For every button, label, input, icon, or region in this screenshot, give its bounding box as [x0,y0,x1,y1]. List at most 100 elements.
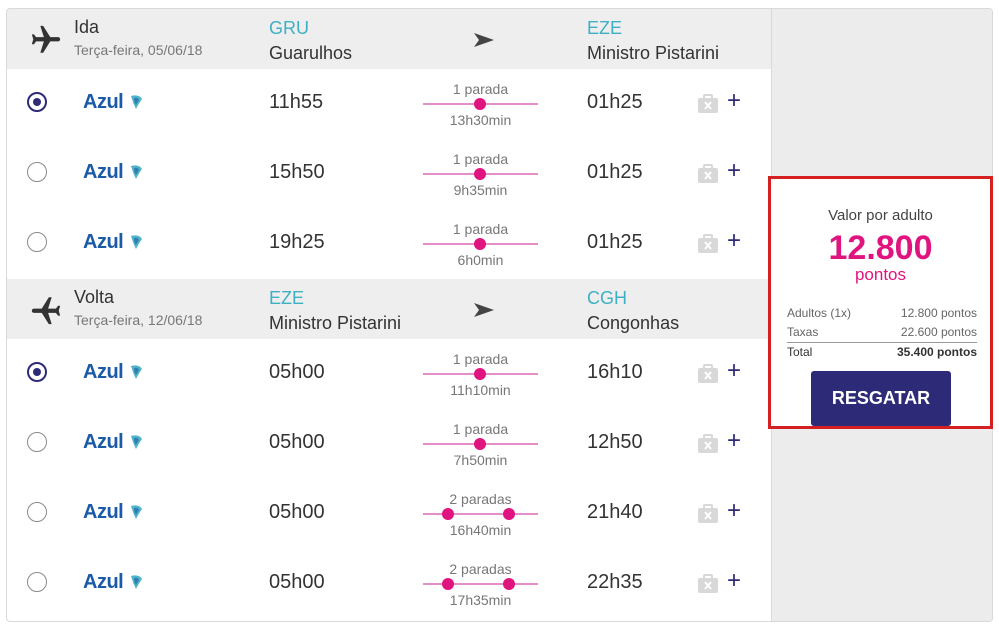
baggage-icon [698,234,718,253]
flight-option-row[interactable]: Azul 05h00 1 parada 7h50min 12h50 + [7,409,771,479]
stops-label: 2 paradas [449,491,512,507]
duration-label: 13h30min [449,112,512,128]
stop-dot [474,238,486,250]
flight-option-row[interactable]: Azul 05h00 2 paradas 16h40min 21h40 + [7,479,771,549]
outbound-origin-code: GRU [269,18,309,38]
airline-mark-icon [131,165,142,179]
airplane-icon [31,297,61,325]
inbound-header: Volta Terça-feira, 12/06/18 EZE Ministro… [7,279,771,339]
airline-logo: Azul [83,431,124,453]
departure-time: 05h00 [269,501,325,523]
airline-logo: Azul [83,161,124,183]
stop-dot [503,578,515,590]
departure-time: 05h00 [269,571,325,593]
arrival-time: 16h10 [587,361,643,383]
flight-option-row[interactable]: Azul 19h25 1 parada 6h0min 01h25 + [7,209,771,279]
outbound-origin-name: Guarulhos [269,43,353,63]
arrival-time: 22h35 [587,571,643,593]
stops-label: 1 parada [452,351,509,367]
airline-mark-icon [131,95,142,109]
flight-radio[interactable] [27,162,47,182]
flight-radio[interactable] [27,232,47,252]
plus-icon[interactable]: + [727,87,742,114]
inbound-title: Volta [74,287,115,307]
flight-radio[interactable] [27,432,47,452]
flight-option-row[interactable]: Azul 05h00 1 parada 11h10min 16h10 + [7,339,771,409]
stop-dot [474,368,486,380]
total-label: Total [787,345,813,359]
stops-label: 1 parada [452,81,509,97]
price-unit: pontos [854,265,907,284]
arrival-time: 01h25 [587,231,643,253]
route-line [423,583,538,585]
flights-list: Ida Terça-feira, 05/06/18 GRU Guarulhos … [7,9,771,621]
departure-time: 11h55 [269,91,324,113]
arrow-right-icon [474,303,494,317]
plus-icon[interactable]: + [727,497,742,524]
inbound-date: Terça-feira, 12/06/18 [74,312,203,328]
outbound-header: Ida Terça-feira, 05/06/18 GRU Guarulhos … [7,9,771,69]
redeem-button[interactable]: RESGATAR [811,371,951,426]
airline-mark-icon [131,505,142,519]
arrival-time: 01h25 [587,91,643,113]
price-summary-panel: Valor por adulto 12.800 pontos Adultos (… [768,176,993,429]
baggage-icon [698,94,718,113]
price-label: Valor por adulto [828,207,933,224]
airline-logo: Azul [83,571,124,593]
airplane-icon [31,25,61,53]
arrival-time: 12h50 [587,431,643,453]
airline-mark-icon [131,435,142,449]
airline-mark-icon [131,575,142,589]
inbound-origin-name: Ministro Pistarini [269,313,402,333]
route-line [423,513,538,515]
flight-option-row[interactable]: Azul 15h50 1 parada 9h35min 01h25 + [7,139,771,209]
duration-label: 16h40min [449,522,512,538]
plus-icon[interactable]: + [727,227,742,254]
baggage-icon [698,434,718,453]
stops-label: 1 parada [452,151,509,167]
stops-label: 1 parada [452,221,509,237]
flight-radio[interactable] [27,572,47,592]
airline-mark-icon [131,235,142,249]
flight-radio[interactable] [27,92,47,112]
arrival-time: 01h25 [587,161,643,183]
baggage-icon [698,574,718,593]
baggage-icon [698,164,718,183]
taxes-value: 22.600 pontos [900,325,977,339]
inbound-dest-code: CGH [587,288,627,308]
stop-dot [474,168,486,180]
total-value: 35.400 pontos [896,345,977,359]
outbound-dest-name: Ministro Pistarini [587,43,720,63]
arrival-time: 21h40 [587,501,643,523]
flight-radio[interactable] [27,362,47,382]
airline-logo: Azul [83,91,124,113]
duration-label: 9h35min [453,182,508,198]
inbound-origin-code: EZE [269,288,305,308]
stops-label: 2 paradas [449,561,512,577]
plus-icon[interactable]: + [727,357,742,384]
airline-mark-icon [131,365,142,379]
plus-icon[interactable]: + [727,157,742,184]
plus-icon[interactable]: + [727,567,742,594]
baggage-icon [698,504,718,523]
departure-time: 05h00 [269,431,325,453]
departure-time: 15h50 [269,161,325,183]
flight-radio[interactable] [27,502,47,522]
stop-dot [474,98,486,110]
duration-label: 11h10min [450,382,511,398]
stop-dot [474,438,486,450]
airline-logo: Azul [83,361,124,383]
outbound-date: Terça-feira, 05/06/18 [74,42,203,58]
price-value: 12.800 [828,229,933,267]
duration-label: 7h50min [453,452,508,468]
plus-icon[interactable]: + [727,427,742,454]
taxes-label: Taxas [787,325,819,339]
stops-label: 1 parada [452,421,509,437]
airline-logo: Azul [83,231,124,253]
airline-logo: Azul [83,501,124,523]
flight-option-row[interactable]: Azul 11h55 1 parada 13h30min 01h25 + [7,69,771,139]
adults-label: Adultos (1x) [787,306,852,320]
stop-dot [442,508,454,520]
departure-time: 05h00 [269,361,325,383]
flight-option-row[interactable]: Azul 05h00 2 paradas 17h35min 22h35 + [7,549,771,619]
